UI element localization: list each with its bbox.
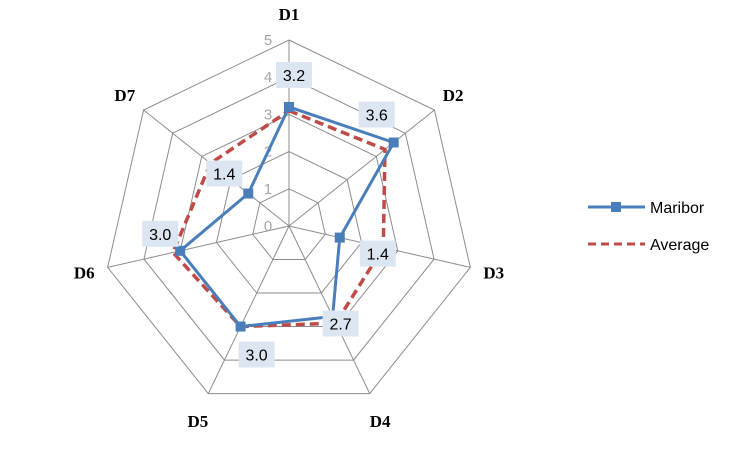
tick-label: 3 [264, 106, 272, 123]
data-label-text: 3.6 [366, 108, 388, 125]
series [171, 101, 399, 332]
legend-marker-maribor [611, 202, 621, 212]
legend: Maribor Average [588, 200, 709, 254]
point-maribor-d5 [235, 321, 246, 332]
data-label-text: 3.2 [283, 68, 305, 85]
axis-label-d6: D6 [74, 264, 95, 283]
data-label-d5: 3.0 [238, 341, 275, 368]
data-label-text: 3.0 [149, 227, 171, 244]
axis-label-d5: D5 [187, 412, 208, 431]
data-label-d7: 1.4 [206, 160, 243, 187]
legend-label-maribor: Maribor [650, 200, 705, 217]
data-label-box [276, 61, 312, 88]
data-label-box [359, 240, 396, 267]
axis-label-d4: D4 [370, 412, 391, 431]
axis-label-d7: D7 [114, 86, 135, 105]
point-maribor-d7 [243, 188, 254, 199]
axis-label-d2: D2 [443, 86, 464, 105]
legend-item-maribor: Maribor [588, 200, 705, 217]
legend-label-average: Average [650, 237, 709, 254]
data-label-d2: 3.6 [358, 101, 395, 128]
data-labels: 3.2 3.6 1.4 2.7 3.0 3.0 1.4 [142, 61, 396, 368]
grid-ring-4 [143, 76, 435, 361]
grid-ring-1 [252, 188, 326, 261]
data-label-d1: 3.2 [276, 61, 312, 88]
data-label-d6: 3.0 [142, 220, 179, 247]
axis-labels: D1 D2 D3 D4 D5 D6 D7 [74, 5, 504, 431]
data-label-text: 2.7 [329, 316, 351, 333]
point-maribor-d1 [284, 101, 294, 112]
point-maribor-d2 [388, 137, 399, 148]
data-label-text: 3.0 [245, 348, 267, 365]
data-label-box [322, 310, 359, 337]
legend-item-average: Average [588, 237, 709, 254]
data-label-box [206, 160, 243, 187]
data-label-text: 1.4 [367, 247, 389, 264]
point-maribor-d6 [175, 245, 186, 256]
grid-ring-2 [215, 151, 363, 294]
data-label-d4: 2.7 [322, 310, 359, 337]
axis-label-d1: D1 [279, 5, 300, 24]
tick-label: 1 [264, 181, 272, 198]
grid [107, 39, 471, 395]
point-maribor-d3 [334, 232, 345, 243]
spoke-d2 [288, 109, 435, 227]
series-line-average [171, 108, 387, 329]
data-label-d3: 1.4 [359, 240, 396, 267]
spoke-d4 [288, 225, 371, 394]
data-label-box [358, 101, 395, 128]
tick-label: 5 [264, 32, 272, 49]
series-line-maribor [178, 105, 396, 329]
spoke-d5 [207, 225, 290, 394]
grid-ring-5 [107, 39, 471, 395]
tick-label: 4 [264, 69, 272, 86]
data-label-box [142, 220, 179, 247]
axis-label-d3: D3 [483, 264, 504, 283]
data-label-box [238, 341, 275, 368]
spoke-d6 [107, 225, 290, 268]
data-label-text: 1.4 [213, 167, 235, 184]
tick-label: 0 [264, 218, 272, 235]
